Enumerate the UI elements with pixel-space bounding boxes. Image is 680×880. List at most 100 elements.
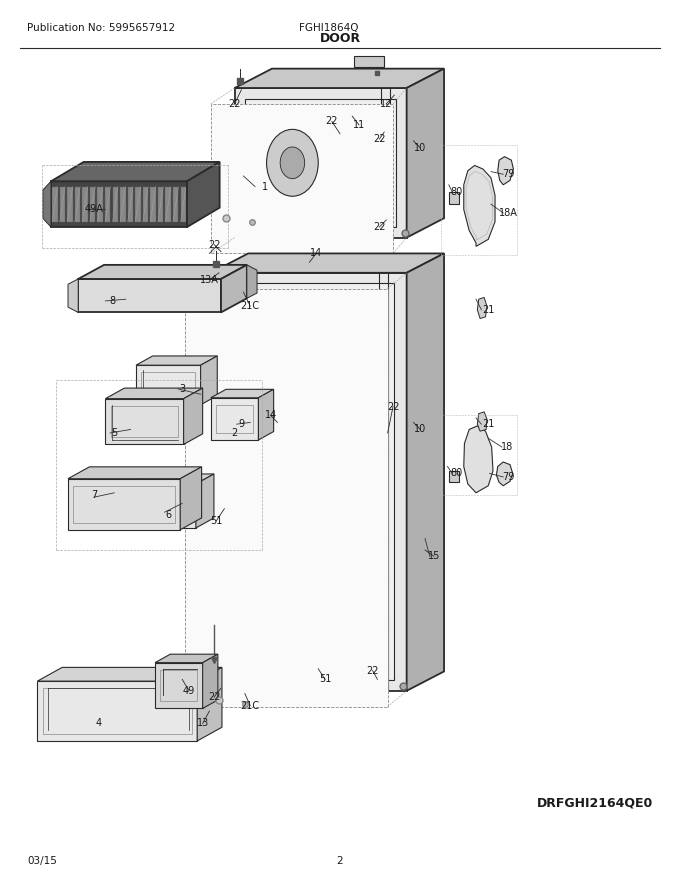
Polygon shape <box>247 265 257 298</box>
Polygon shape <box>498 157 513 185</box>
Polygon shape <box>105 399 184 444</box>
Polygon shape <box>90 187 95 222</box>
Polygon shape <box>136 365 201 405</box>
Polygon shape <box>120 187 126 222</box>
Text: 12: 12 <box>380 99 392 109</box>
Polygon shape <box>136 356 218 365</box>
Text: 15: 15 <box>428 551 440 561</box>
Polygon shape <box>51 181 187 227</box>
Polygon shape <box>235 603 359 617</box>
Polygon shape <box>379 152 392 163</box>
Text: 22: 22 <box>208 239 220 250</box>
Circle shape <box>280 147 305 179</box>
Text: 21: 21 <box>482 419 494 429</box>
Text: 22: 22 <box>208 692 220 702</box>
Polygon shape <box>379 126 392 136</box>
Polygon shape <box>211 398 258 440</box>
Text: 22: 22 <box>326 116 338 127</box>
Text: 18: 18 <box>500 442 513 452</box>
Text: DOOR: DOOR <box>320 33 360 45</box>
Polygon shape <box>60 187 65 222</box>
Polygon shape <box>211 104 393 253</box>
Polygon shape <box>128 187 133 222</box>
Polygon shape <box>68 466 201 479</box>
Polygon shape <box>37 667 222 681</box>
Polygon shape <box>82 187 88 222</box>
Text: 13A: 13A <box>200 275 219 285</box>
Polygon shape <box>185 289 388 707</box>
Polygon shape <box>258 389 273 440</box>
Polygon shape <box>211 273 407 691</box>
Text: 13: 13 <box>197 718 209 729</box>
Polygon shape <box>235 537 359 551</box>
Polygon shape <box>165 187 171 222</box>
Text: 22: 22 <box>387 401 399 412</box>
Text: 22: 22 <box>373 222 386 232</box>
Text: 10: 10 <box>414 424 426 435</box>
Circle shape <box>267 129 318 196</box>
Polygon shape <box>203 654 218 708</box>
Text: 11: 11 <box>353 120 365 130</box>
Polygon shape <box>245 99 396 227</box>
Text: Publication No: 5995657912: Publication No: 5995657912 <box>27 23 175 33</box>
Text: 21C: 21C <box>241 301 260 312</box>
Polygon shape <box>196 474 214 528</box>
Text: 2: 2 <box>231 428 238 438</box>
Text: 14: 14 <box>265 410 277 421</box>
Polygon shape <box>201 356 218 405</box>
Polygon shape <box>379 205 392 216</box>
Text: 3: 3 <box>179 384 186 394</box>
Text: DRFGHI2164QE0: DRFGHI2164QE0 <box>537 796 653 809</box>
Text: 49: 49 <box>183 686 195 696</box>
Text: 18A: 18A <box>499 208 518 218</box>
Polygon shape <box>180 466 201 530</box>
Text: 9: 9 <box>238 419 245 429</box>
Text: FGHI1864Q: FGHI1864Q <box>299 23 359 33</box>
Polygon shape <box>97 187 103 222</box>
Text: 21: 21 <box>482 304 494 315</box>
Polygon shape <box>449 192 459 204</box>
Text: 22: 22 <box>367 665 379 676</box>
Text: 5: 5 <box>111 428 118 438</box>
Polygon shape <box>78 279 221 312</box>
Text: 51: 51 <box>319 674 331 685</box>
Text: 2: 2 <box>337 855 343 866</box>
Polygon shape <box>477 412 487 431</box>
Polygon shape <box>235 69 444 88</box>
Polygon shape <box>43 181 51 227</box>
Polygon shape <box>379 179 392 189</box>
Polygon shape <box>105 388 203 399</box>
Polygon shape <box>449 471 459 482</box>
Polygon shape <box>235 473 359 487</box>
Polygon shape <box>135 187 141 222</box>
Text: 79: 79 <box>503 169 515 180</box>
Text: 80: 80 <box>451 468 463 479</box>
Polygon shape <box>187 162 220 227</box>
Polygon shape <box>235 407 359 422</box>
Polygon shape <box>464 165 495 246</box>
Text: 03/15: 03/15 <box>27 855 57 866</box>
Polygon shape <box>235 88 407 238</box>
Polygon shape <box>231 292 386 671</box>
Text: 22: 22 <box>373 134 386 144</box>
Polygon shape <box>158 187 163 222</box>
Polygon shape <box>197 667 222 741</box>
Polygon shape <box>68 279 78 312</box>
Polygon shape <box>128 484 196 528</box>
Polygon shape <box>67 187 73 222</box>
Text: 8: 8 <box>109 296 116 306</box>
Polygon shape <box>211 253 444 273</box>
Polygon shape <box>78 265 247 279</box>
Text: 10: 10 <box>414 143 426 153</box>
Polygon shape <box>253 107 388 218</box>
Polygon shape <box>155 654 218 663</box>
Polygon shape <box>75 187 80 222</box>
Polygon shape <box>128 474 214 484</box>
Text: 21C: 21C <box>241 700 260 711</box>
Polygon shape <box>184 388 203 444</box>
Polygon shape <box>464 426 493 493</box>
Polygon shape <box>68 479 180 530</box>
Text: 79: 79 <box>503 472 515 482</box>
Polygon shape <box>143 187 148 222</box>
Polygon shape <box>173 187 178 222</box>
